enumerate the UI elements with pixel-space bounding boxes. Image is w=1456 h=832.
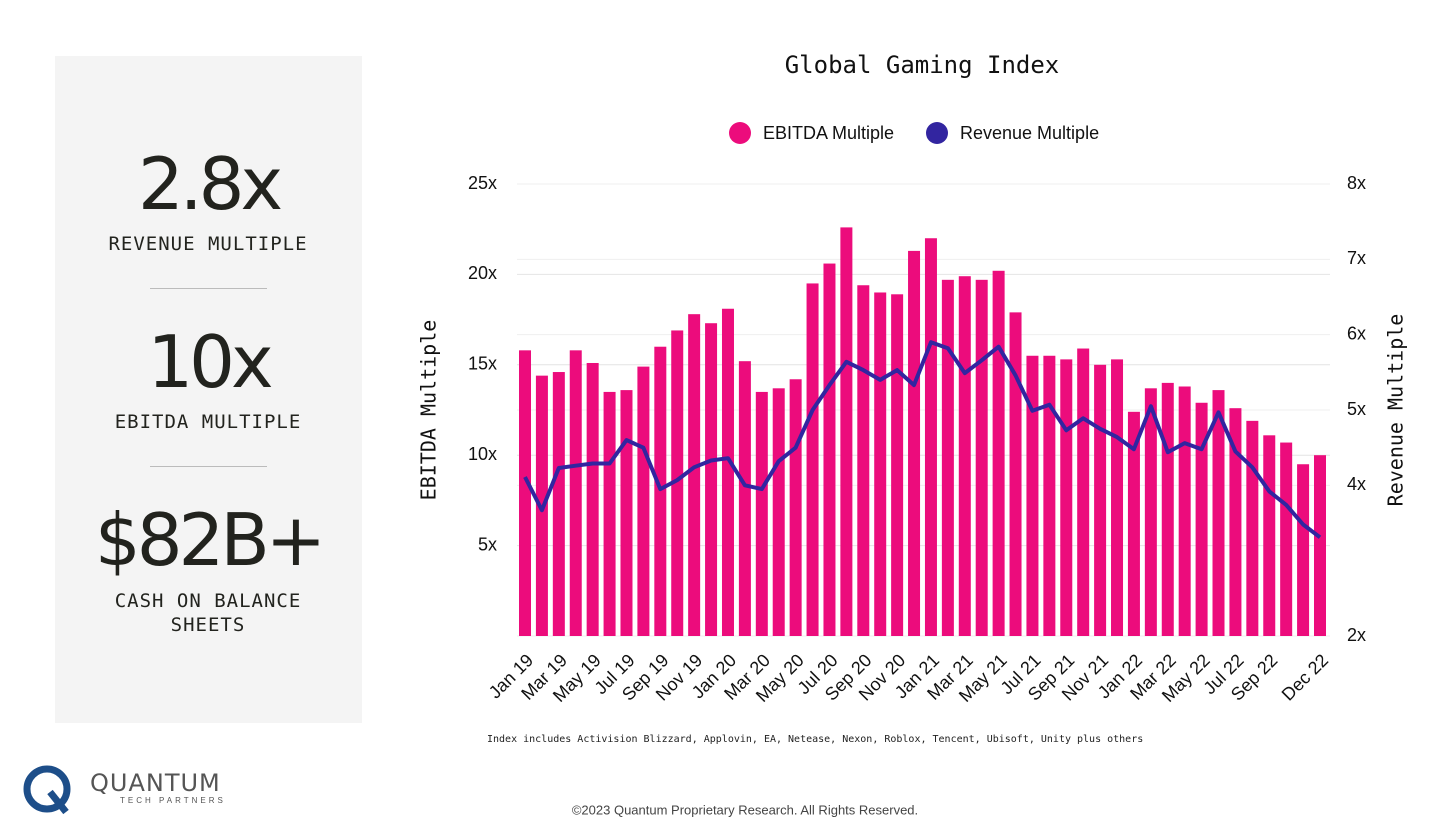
bar [738,361,751,636]
y-axis-label: EBITDA Multiple [417,320,441,501]
bar [840,227,853,636]
bar [755,391,768,636]
bar [637,366,650,636]
bar [519,350,531,636]
bar [789,379,802,636]
bar [823,263,836,636]
legend-label: EBITDA Multiple [763,123,894,143]
chart-title: Global Gaming Index [785,51,1060,79]
x-tick-label: Dec 22 [1278,650,1332,704]
stat-label: EBITDA MULTIPLE [114,411,302,433]
bar [1009,312,1022,636]
logo-mark [47,789,69,815]
stat-value: 10x [147,320,273,404]
bar [806,283,819,636]
bar [620,390,633,636]
y-tick-label: 25x [468,173,497,193]
bar [891,294,904,636]
bar [586,362,599,636]
y2-tick-label: 7x [1347,248,1366,268]
legend-swatch [729,122,751,144]
bar [705,323,718,636]
y2-tick-label: 5x [1347,399,1366,419]
bar [688,314,701,636]
stat-value: 2.8x [137,142,283,226]
logo: QUANTUM TECH PARTNERS [23,765,226,815]
y-tick-label: 10x [468,444,497,464]
separator [150,466,267,467]
bar [1161,382,1174,636]
stats-panel: 2.8x REVENUE MULTIPLE 10x EBITDA MULTIPL… [55,56,362,723]
bar [1263,435,1276,636]
bar [941,279,954,636]
bar [1297,464,1310,636]
bar [924,238,937,637]
bar [1060,359,1073,636]
bar [1280,442,1293,636]
bar [1178,386,1191,636]
bar [908,250,921,636]
y-tick-label: 5x [478,534,497,554]
bar [552,372,565,636]
y2-tick-label: 8x [1347,173,1366,193]
logo-name: QUANTUM [90,769,221,797]
note: Index includes Activision Blizzard, Appl… [487,734,1143,745]
legend-label: Revenue Multiple [960,123,1099,143]
bar [671,330,684,636]
y2-tick-label: 6x [1347,323,1366,343]
y-tick-label: 15x [468,354,497,374]
stat-label: REVENUE MULTIPLE [108,233,308,255]
bar [654,346,667,636]
bar [1111,359,1124,636]
bar [569,350,582,636]
bar [1195,402,1208,636]
separator [150,288,267,289]
bar [975,279,988,636]
stat-value: $82B+ [94,498,326,582]
line [523,340,1322,539]
bar [1094,364,1107,636]
bar [958,276,971,636]
y2-tick-label: 4x [1347,474,1366,494]
bar [1127,411,1140,636]
bar [874,292,887,636]
bar [992,270,1005,636]
logo-mark [23,765,71,813]
bar [1212,390,1225,636]
bar [1043,355,1056,636]
bar [1144,388,1157,636]
y2-tick-label: 2x [1347,625,1366,645]
bar [772,388,785,636]
bar [857,285,870,636]
footer: ©2023 Quantum Proprietary Research. All … [572,802,918,817]
bar [721,308,734,636]
bar [603,391,616,636]
bar [1229,408,1242,636]
legend-swatch [926,122,948,144]
logo-tagline: TECH PARTNERS [120,796,226,805]
bar [1314,455,1326,636]
bar [1026,355,1039,636]
bar [1077,348,1090,636]
stat-label: CASH ON BALANCE SHEETS [114,590,302,636]
y2-axis-label: Revenue Multiple [1384,314,1408,507]
bar [1246,420,1259,636]
y-tick-label: 20x [468,263,497,283]
